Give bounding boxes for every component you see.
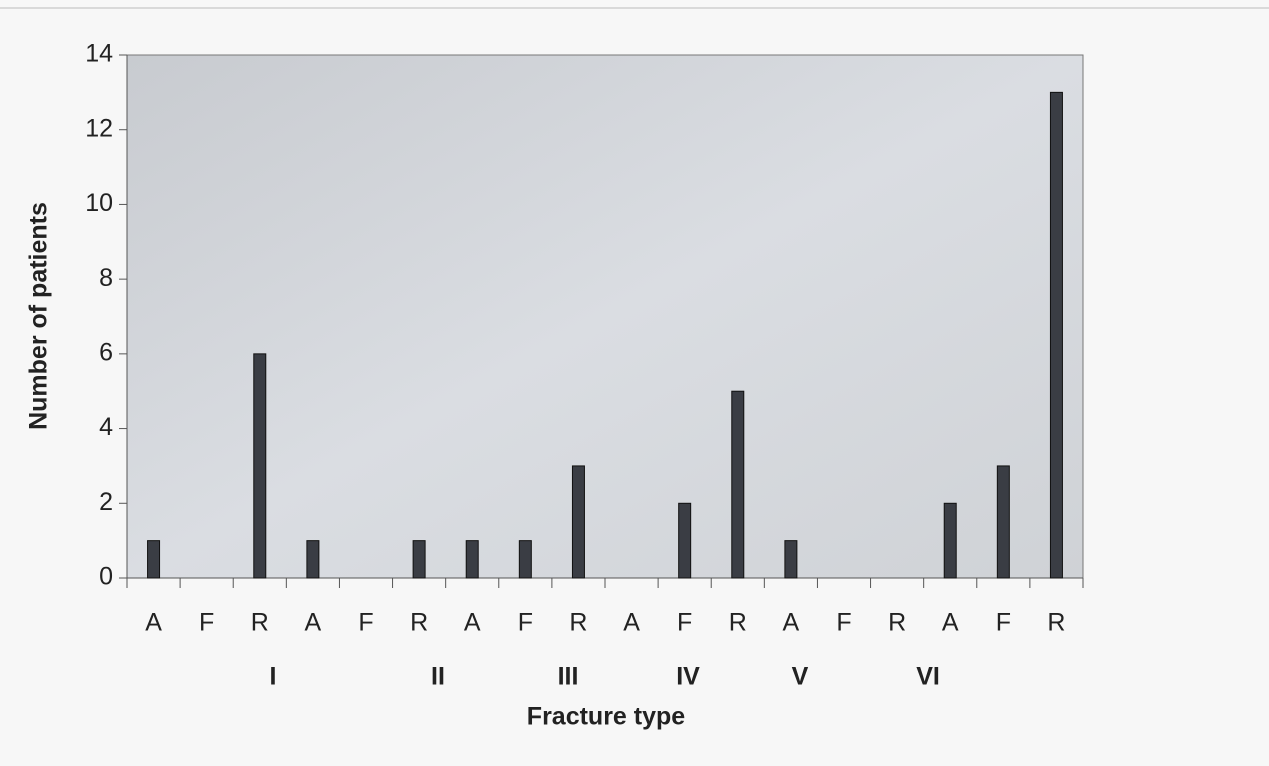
y-tick-label: 2 (99, 488, 113, 516)
y-axis-label: Number of patients (25, 202, 53, 430)
group-label: VI (916, 663, 940, 691)
y-tick-label: 0 (99, 563, 113, 591)
plot-area (126, 54, 1084, 579)
x-tick-label: R (410, 609, 428, 637)
bar (147, 540, 161, 579)
x-tick-label: F (996, 609, 1011, 637)
x-tick-label: F (677, 609, 692, 637)
bar (571, 465, 585, 579)
y-tick-label: 4 (99, 413, 113, 441)
bar (518, 540, 532, 579)
bar (465, 540, 479, 579)
bar (306, 540, 320, 579)
x-tick-label: F (518, 609, 533, 637)
bar (943, 502, 957, 579)
x-tick-label: R (569, 609, 587, 637)
bar (1049, 91, 1063, 579)
bar (996, 465, 1010, 579)
bar (731, 390, 745, 579)
bar (412, 540, 426, 579)
y-tick-label: 12 (85, 114, 113, 142)
group-label: I (270, 663, 277, 691)
x-tick-label: R (1047, 609, 1065, 637)
bar (678, 502, 692, 579)
x-tick-label: R (251, 609, 269, 637)
group-label: V (792, 663, 809, 691)
x-tick-label: F (358, 609, 373, 637)
group-label: II (431, 663, 445, 691)
x-tick-label: F (199, 609, 214, 637)
y-tick-label: 8 (99, 264, 113, 292)
x-tick-label: F (836, 609, 851, 637)
x-tick-label: A (942, 609, 959, 637)
x-tick-label: A (464, 609, 481, 637)
y-tick-label: 6 (99, 338, 113, 366)
x-tick-label: A (783, 609, 800, 637)
group-label: III (558, 663, 579, 691)
x-tick-label: R (888, 609, 906, 637)
y-tick-label: 14 (85, 40, 113, 68)
bar (253, 353, 267, 579)
bar (784, 540, 798, 579)
x-tick-label: A (145, 609, 162, 637)
x-tick-label: A (305, 609, 322, 637)
group-label: IV (676, 663, 700, 691)
x-tick-label: R (729, 609, 747, 637)
x-axis-label: Fracture type (527, 703, 685, 731)
x-tick-label: A (623, 609, 640, 637)
y-tick-label: 10 (85, 189, 113, 217)
